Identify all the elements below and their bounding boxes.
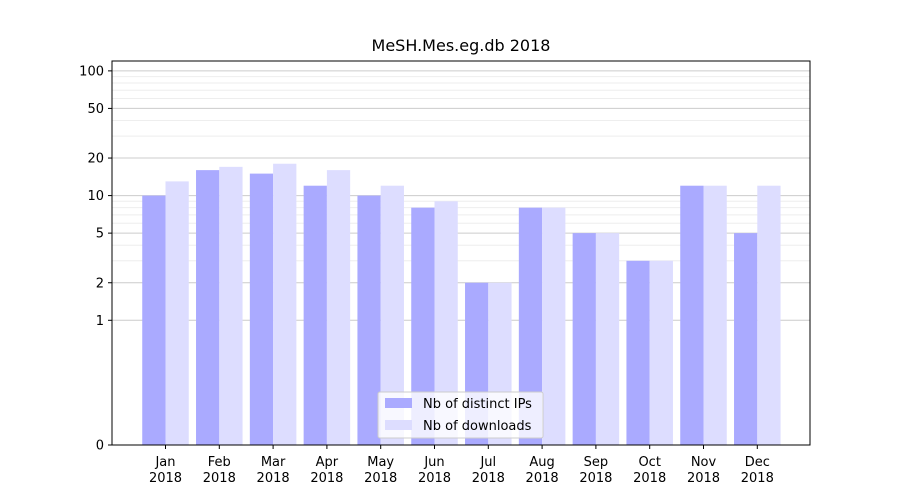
x-tick-label-year: 2018 <box>257 471 290 486</box>
bar-downloads <box>165 181 189 445</box>
x-tick-label-year: 2018 <box>203 471 236 486</box>
chart-title: MeSH.Mes.eg.db 2018 <box>372 36 551 55</box>
x-tick-label-month: Oct <box>638 455 660 470</box>
x-tick-label-year: 2018 <box>310 471 343 486</box>
x-tick-label-month: Jul <box>479 455 496 470</box>
x-tick-label-month: Nov <box>691 455 717 470</box>
bar-downloads <box>380 185 404 445</box>
legend-label-downloads: Nb of downloads <box>423 419 532 434</box>
x-tick-label-month: May <box>367 455 394 470</box>
x-tick-label-month: Aug <box>529 455 554 470</box>
bar-distinct-ips <box>303 185 327 445</box>
x-tick-label-month: Jun <box>423 455 444 470</box>
bar-distinct-ips <box>249 173 274 445</box>
bar-distinct-ips <box>411 207 435 445</box>
x-axis-ticks: Jan2018Feb2018Mar2018Apr2018May2018Jun20… <box>149 445 774 486</box>
bar-groups <box>142 163 781 445</box>
axes <box>111 60 811 446</box>
legend: Nb of distinct IPs Nb of downloads <box>377 391 544 439</box>
x-tick-label-year: 2018 <box>579 471 612 486</box>
y-tick-label: 1 <box>96 314 104 329</box>
legend-swatch-distinct-ips <box>385 398 412 408</box>
bar-downloads <box>757 185 781 445</box>
y-tick-label: 10 <box>87 189 104 204</box>
y-tick-label: 100 <box>79 64 104 79</box>
x-tick-label-year: 2018 <box>418 471 451 486</box>
y-tick-label: 5 <box>96 227 104 242</box>
bar-downloads <box>273 163 297 445</box>
bar-distinct-ips <box>518 207 543 445</box>
x-tick-label-year: 2018 <box>526 471 559 486</box>
bar-downloads <box>219 166 243 445</box>
bar-downloads <box>326 170 351 445</box>
bar-downloads <box>649 260 673 445</box>
bar-distinct-ips <box>734 233 758 445</box>
bar-distinct-ips <box>680 185 704 445</box>
x-tick-label-month: Dec <box>745 455 770 470</box>
bar-downloads <box>542 207 566 445</box>
legend-swatch-downloads <box>385 420 412 430</box>
legend-box <box>377 391 544 439</box>
x-tick-label-month: Feb <box>208 455 231 470</box>
bar-distinct-ips <box>142 195 166 445</box>
y-tick-label: 0 <box>96 439 104 454</box>
x-tick-label-year: 2018 <box>472 471 505 486</box>
x-tick-label-year: 2018 <box>149 471 182 486</box>
y-tick-label: 2 <box>96 276 104 291</box>
x-tick-label-year: 2018 <box>364 471 397 486</box>
bar-downloads <box>703 185 727 445</box>
x-tick-label-month: Jan <box>154 455 175 470</box>
x-tick-label-month: Mar <box>261 455 286 470</box>
bar-distinct-ips <box>196 170 220 445</box>
bar-distinct-ips <box>572 233 596 445</box>
bar-downloads <box>595 233 620 445</box>
x-tick-label-month: Sep <box>584 455 609 470</box>
x-tick-label-year: 2018 <box>633 471 666 486</box>
x-tick-label-month: Apr <box>316 455 339 470</box>
y-axis-ticks: 0 1 2 5 10 20 50 100 <box>79 64 112 454</box>
bar-distinct-ips <box>626 260 650 445</box>
x-tick-label-year: 2018 <box>741 471 774 486</box>
bar-downloads <box>434 201 458 445</box>
legend-label-distinct-ips: Nb of distinct IPs <box>423 397 532 412</box>
y-tick-label: 50 <box>87 102 104 117</box>
y-tick-label: 20 <box>87 152 104 167</box>
plot-frame <box>111 60 811 446</box>
bar-distinct-ips <box>357 195 381 445</box>
x-tick-label-year: 2018 <box>687 471 720 486</box>
